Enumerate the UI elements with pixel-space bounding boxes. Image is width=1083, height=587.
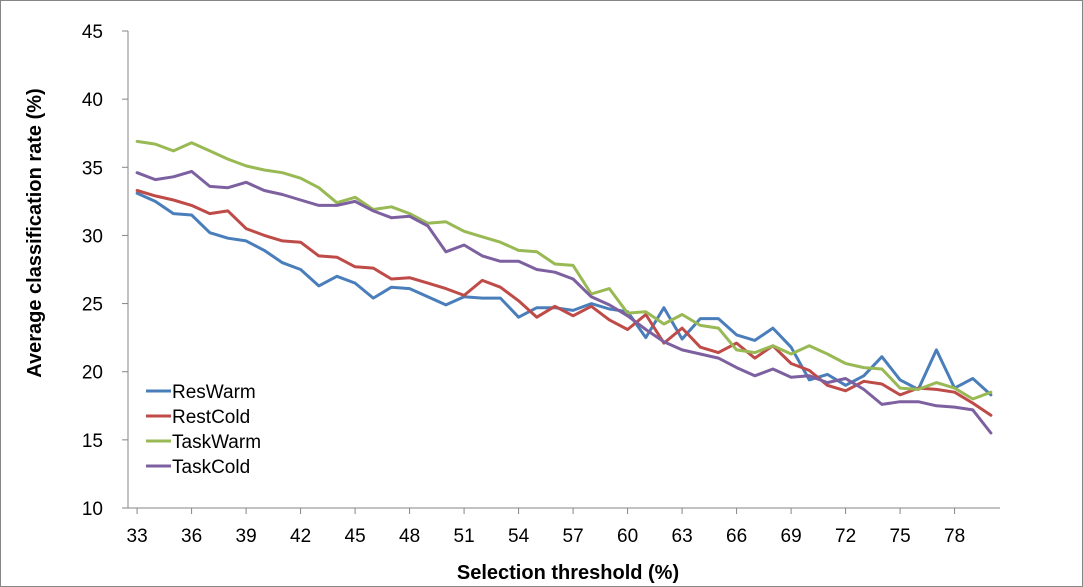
x-tick-label: 66 xyxy=(726,526,747,547)
x-tick-label: 75 xyxy=(890,526,911,547)
x-tick-label: 54 xyxy=(508,526,530,547)
legend-label-restcold: RestCold xyxy=(172,407,250,428)
y-tick-label: 15 xyxy=(82,431,103,452)
legend: ResWarm RestCold TaskWarm TaskCold xyxy=(146,382,261,478)
x-tick-label: 63 xyxy=(672,526,693,547)
y-tick-label: 10 xyxy=(82,499,103,520)
x-tick-label: 33 xyxy=(127,526,148,547)
series-line-reswarm xyxy=(135,191,993,397)
x-tick-label: 45 xyxy=(345,526,366,547)
legend-label-reswarm: ResWarm xyxy=(172,382,256,403)
y-tick-label: 45 xyxy=(82,22,103,43)
series-line-taskcold xyxy=(135,169,993,435)
series-lines xyxy=(135,139,993,435)
y-tick-label: 20 xyxy=(82,363,103,384)
y-tick-label: 25 xyxy=(82,295,103,316)
y-tick-label: 35 xyxy=(82,158,103,179)
y-axis: 10 15 20 25 30 35 40 45 xyxy=(82,22,129,520)
x-tick-label: 57 xyxy=(563,526,584,547)
y-axis-title: Average classification rate (%) xyxy=(24,88,46,377)
legend-label-taskwarm: TaskWarm xyxy=(172,432,261,453)
y-tick-label: 30 xyxy=(82,226,103,247)
x-tick-label: 42 xyxy=(290,526,311,547)
series-line-taskwarm xyxy=(135,139,993,401)
x-tick-label: 69 xyxy=(781,526,802,547)
x-axis-title: Selection threshold (%) xyxy=(457,562,679,584)
x-tick-label: 51 xyxy=(454,526,475,547)
x-axis: 33 36 39 42 45 48 51 54 57 60 63 66 69 72 75 78 xyxy=(127,507,1000,547)
x-tick-label: 78 xyxy=(944,526,965,547)
y-tick-label: 40 xyxy=(82,90,103,111)
x-tick-label: 60 xyxy=(617,526,638,547)
legend-label-taskcold: TaskCold xyxy=(172,457,250,478)
x-tick-label: 72 xyxy=(835,526,856,547)
x-tick-label: 48 xyxy=(399,526,420,547)
x-tick-label: 39 xyxy=(236,526,257,547)
x-tick-label: 36 xyxy=(181,526,202,547)
series-line-restcold xyxy=(135,189,993,417)
